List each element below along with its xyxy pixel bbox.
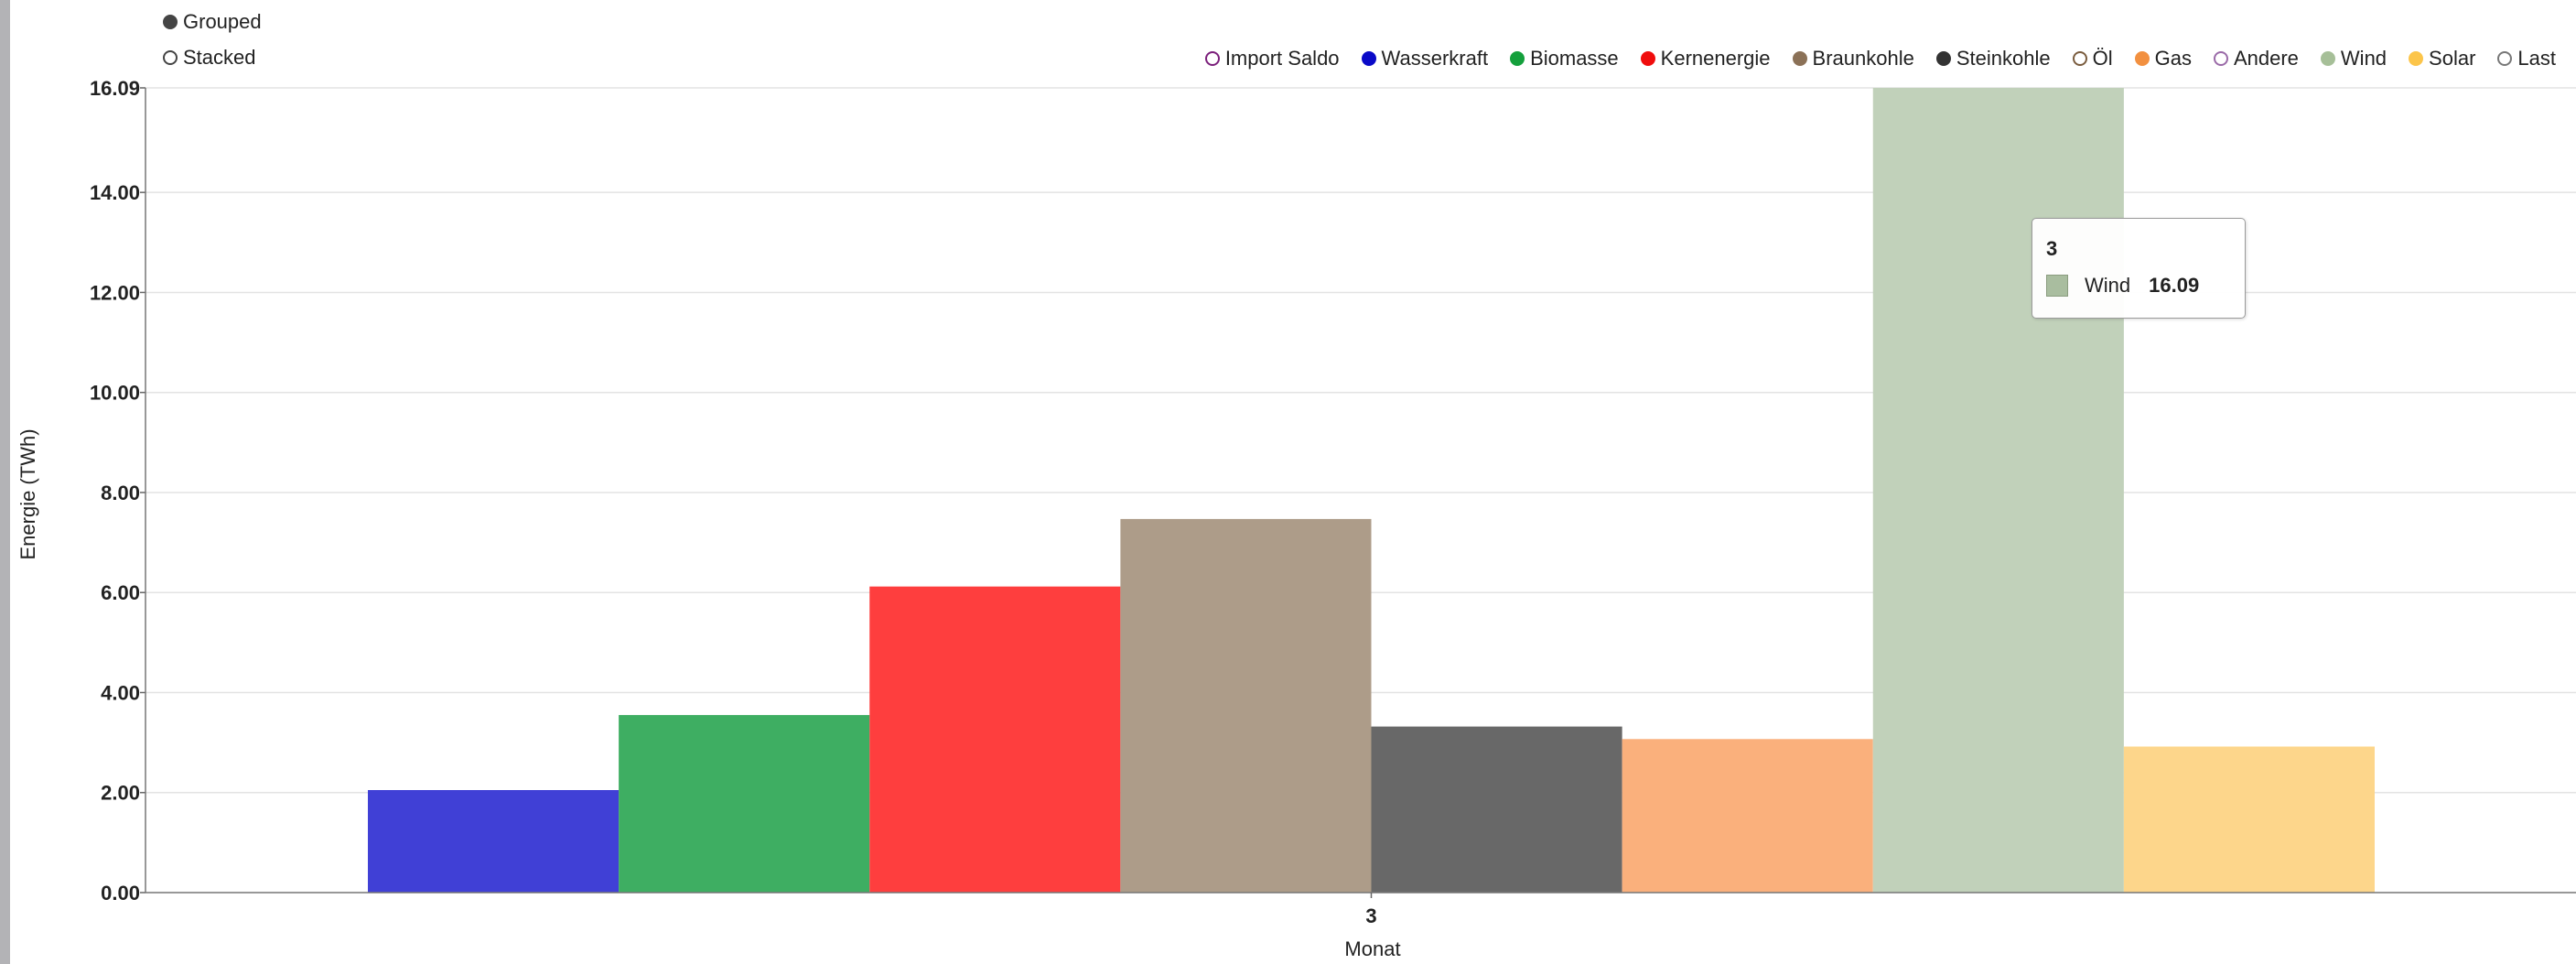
y-tick-label: 2.00 <box>101 782 140 805</box>
legend-label: Andere <box>2233 47 2299 70</box>
legend-dot-icon <box>1640 51 1655 66</box>
legend-label: Biomasse <box>1530 47 1619 70</box>
legend-dot-icon <box>2497 51 2513 66</box>
legend-item-last[interactable]: Last <box>2497 47 2556 70</box>
bar-biomasse <box>619 715 870 893</box>
legend-item-braunkohle[interactable]: Braunkohle <box>1792 47 1914 70</box>
legend-label: Wind <box>2340 47 2387 70</box>
grouped-label: Grouped <box>183 10 262 33</box>
bar-gas <box>1622 739 1873 893</box>
y-tick-label: 16.09 <box>90 77 140 100</box>
legend: Import Saldo Wasserkraft Biomasse Kernen… <box>1183 46 2556 71</box>
legend-dot-icon <box>1792 51 1807 66</box>
legend-item-kernenergie[interactable]: Kernenergie <box>1640 47 1771 70</box>
axes <box>145 88 2576 898</box>
x-axis-label: Monat <box>1344 937 1401 960</box>
legend-label: Last <box>2517 47 2556 70</box>
legend-item-gas[interactable]: Gas <box>2134 47 2192 70</box>
bar-wasserkraft <box>368 790 620 893</box>
y-tick-label: 14.00 <box>90 181 140 204</box>
y-tick-label: 6.00 <box>101 581 140 604</box>
stacked-toggle[interactable]: Stacked <box>163 46 256 70</box>
legend-dot-icon <box>1204 51 1220 66</box>
legend-dot-icon <box>1361 51 1376 66</box>
x-tick-label: 3 <box>1365 904 1376 927</box>
tooltip-swatch <box>2046 275 2068 297</box>
legend-item-steinkohle[interactable]: Steinkohle <box>1935 47 2051 70</box>
bar-braunkohle <box>1120 518 1372 893</box>
legend-label: Kernenergie <box>1660 47 1771 70</box>
legend-item-import-saldo[interactable]: Import Saldo <box>1204 47 1340 70</box>
legend-dot-icon <box>2320 51 2335 66</box>
tooltip: 3 Wind 16.09 <box>2032 218 2246 319</box>
legend-label: Wasserkraft <box>1381 47 1489 70</box>
grouped-radio-icon <box>163 15 178 29</box>
legend-label: Steinkohle <box>1956 47 2051 70</box>
stacked-radio-icon <box>163 50 178 65</box>
legend-dot-icon <box>2213 51 2228 66</box>
legend-item-solar[interactable]: Solar <box>2409 47 2475 70</box>
grouped-toggle[interactable]: Grouped <box>163 10 262 34</box>
bar-solar <box>2123 746 2375 893</box>
legend-item-wind[interactable]: Wind <box>2320 47 2387 70</box>
y-tick-label: 0.00 <box>101 882 140 904</box>
legend-dot-icon <box>1935 51 1951 66</box>
legend-label: Import Saldo <box>1224 47 1340 70</box>
legend-dot-icon <box>2134 51 2150 66</box>
legend-item-biomasse[interactable]: Biomasse <box>1510 47 1619 70</box>
legend-label: Solar <box>2429 47 2476 70</box>
y-tick-label: 4.00 <box>101 681 140 704</box>
bar-steinkohle <box>1371 726 1622 893</box>
legend-dot-icon <box>2072 51 2087 66</box>
bar-wind <box>1872 88 2124 893</box>
tooltip-series-name: Wind <box>2085 274 2131 297</box>
legend-dot-icon <box>2409 51 2424 66</box>
bar-group <box>368 88 2375 893</box>
y-tick-label: 12.00 <box>90 281 140 304</box>
tooltip-row: Wind 16.09 <box>2046 274 2199 298</box>
y-tick-label: 10.00 <box>90 382 140 405</box>
y-tick-label: 8.00 <box>101 482 140 504</box>
legend-item-wasserkraft[interactable]: Wasserkraft <box>1361 47 1489 70</box>
window-edge <box>0 0 10 964</box>
legend-label: Braunkohle <box>1812 47 1914 70</box>
legend-label: Öl <box>2092 47 2113 70</box>
legend-dot-icon <box>1510 51 1525 66</box>
tick-labels: 0.00 2.00 4.00 6.00 8.00 10.00 12.00 14.00 16.09… <box>90 77 1377 927</box>
legend-item-oel[interactable]: Öl <box>2072 47 2113 70</box>
y-axis-label: Energie (TWh) <box>16 428 39 559</box>
tooltip-title: 3 <box>2046 237 2058 260</box>
stacked-label: Stacked <box>183 46 256 69</box>
bar-kernenergie <box>869 586 1121 893</box>
legend-label: Gas <box>2154 47 2192 70</box>
legend-item-andere[interactable]: Andere <box>2213 47 2299 70</box>
tooltip-value: 16.09 <box>2149 274 2200 297</box>
